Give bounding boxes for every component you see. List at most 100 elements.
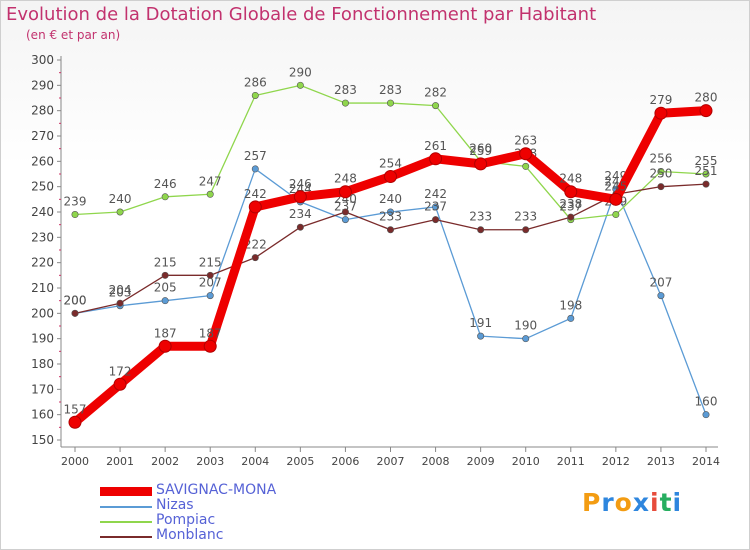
data-label: 280 — [695, 91, 718, 105]
data-label: 207 — [199, 276, 222, 290]
data-point — [432, 203, 440, 211]
x-tick-label: 2006 — [331, 455, 359, 468]
data-label: 233 — [469, 210, 492, 224]
data-point — [612, 211, 620, 219]
data-point — [657, 292, 665, 300]
data-label: 245 — [604, 179, 627, 193]
data-point — [293, 190, 307, 204]
data-label: 198 — [559, 298, 582, 312]
chart-title: Evolution de la Dotation Globale de Fonc… — [6, 4, 597, 25]
x-tick-label: 2002 — [151, 455, 179, 468]
x-tick-label: 2000 — [61, 455, 89, 468]
x-tick-label: 2001 — [106, 455, 134, 468]
legend-swatch — [100, 487, 152, 496]
data-label: 190 — [514, 319, 537, 333]
y-tick-label: 180 — [31, 357, 54, 371]
y-tick-label: 230 — [31, 230, 54, 244]
data-label: 157 — [64, 402, 87, 416]
x-tick-label: 2007 — [377, 455, 405, 468]
data-label: 246 — [289, 177, 312, 191]
data-label: 283 — [379, 83, 402, 97]
data-label: 255 — [695, 154, 718, 168]
data-label: 187 — [154, 326, 177, 340]
x-tick-label: 2012 — [602, 455, 630, 468]
data-label: 240 — [109, 192, 132, 206]
data-label: 257 — [244, 149, 267, 163]
data-label: 207 — [649, 276, 672, 290]
data-point — [206, 190, 214, 198]
data-label: 205 — [154, 281, 177, 295]
legend-label: Monblanc — [156, 527, 224, 543]
data-label: 203 — [109, 286, 132, 300]
data-label: 246 — [154, 177, 177, 191]
y-tick-label: 250 — [31, 180, 54, 194]
data-label: 256 — [649, 151, 672, 165]
data-point — [341, 216, 349, 224]
data-point — [384, 170, 397, 184]
data-label: 237 — [559, 200, 582, 214]
data-point — [429, 152, 443, 166]
data-point — [158, 339, 172, 353]
data-point — [206, 292, 214, 300]
data-point — [474, 157, 488, 171]
data-point — [71, 211, 79, 219]
y-tick-label: 280 — [31, 104, 54, 118]
data-point — [702, 411, 710, 419]
x-tick-label: 2005 — [286, 455, 314, 468]
data-point — [296, 223, 304, 231]
x-tick-label: 2011 — [557, 455, 585, 468]
y-tick-label: 220 — [31, 256, 54, 270]
data-label: 242 — [424, 187, 447, 201]
data-label: 260 — [469, 141, 492, 155]
legend-swatch — [100, 506, 152, 508]
data-point — [432, 102, 440, 110]
data-point — [296, 81, 304, 89]
x-tick-label: 2003 — [196, 455, 224, 468]
x-tick-label: 2009 — [467, 455, 495, 468]
data-point — [116, 208, 124, 216]
data-point — [567, 314, 575, 322]
data-point — [251, 91, 259, 99]
data-point — [113, 377, 127, 391]
y-tick-label: 290 — [31, 78, 54, 92]
x-tick-label: 2008 — [422, 455, 450, 468]
logo-letter: r — [601, 488, 615, 517]
data-label: 282 — [424, 86, 447, 100]
proxiti-logo: Proxiti — [582, 488, 682, 517]
data-point — [203, 339, 217, 353]
data-label: 286 — [244, 75, 267, 89]
y-tick-label: 270 — [31, 129, 54, 143]
data-point — [432, 216, 440, 224]
data-point — [338, 185, 352, 199]
data-point — [161, 297, 169, 305]
y-tick-label: 200 — [31, 306, 54, 320]
data-point — [564, 185, 578, 199]
series-monblanc: 200 204 215 215 222 234 240 233 237 233 233 238 247 2… — [64, 164, 717, 317]
data-label: 283 — [334, 83, 357, 97]
data-point — [248, 200, 262, 214]
data-label: 160 — [695, 395, 718, 409]
data-label: 233 — [514, 210, 537, 224]
data-label: 240 — [379, 192, 402, 206]
x-tick-label: 2004 — [241, 455, 269, 468]
y-tick-label: 190 — [31, 332, 54, 346]
data-point — [657, 167, 665, 175]
data-label: 172 — [109, 364, 132, 378]
data-point — [251, 254, 259, 262]
logo-letter: o — [614, 488, 633, 517]
data-label: 248 — [334, 172, 357, 186]
data-point — [609, 192, 623, 206]
y-tick-label: 260 — [31, 154, 54, 168]
y-tick-label: 210 — [31, 281, 54, 295]
y-tick-label: 300 — [31, 53, 54, 67]
data-label: 215 — [154, 255, 177, 269]
data-point — [386, 99, 394, 107]
data-label: 250 — [649, 167, 672, 181]
data-point — [657, 183, 665, 191]
data-label: 234 — [289, 207, 312, 221]
data-point — [522, 335, 530, 343]
